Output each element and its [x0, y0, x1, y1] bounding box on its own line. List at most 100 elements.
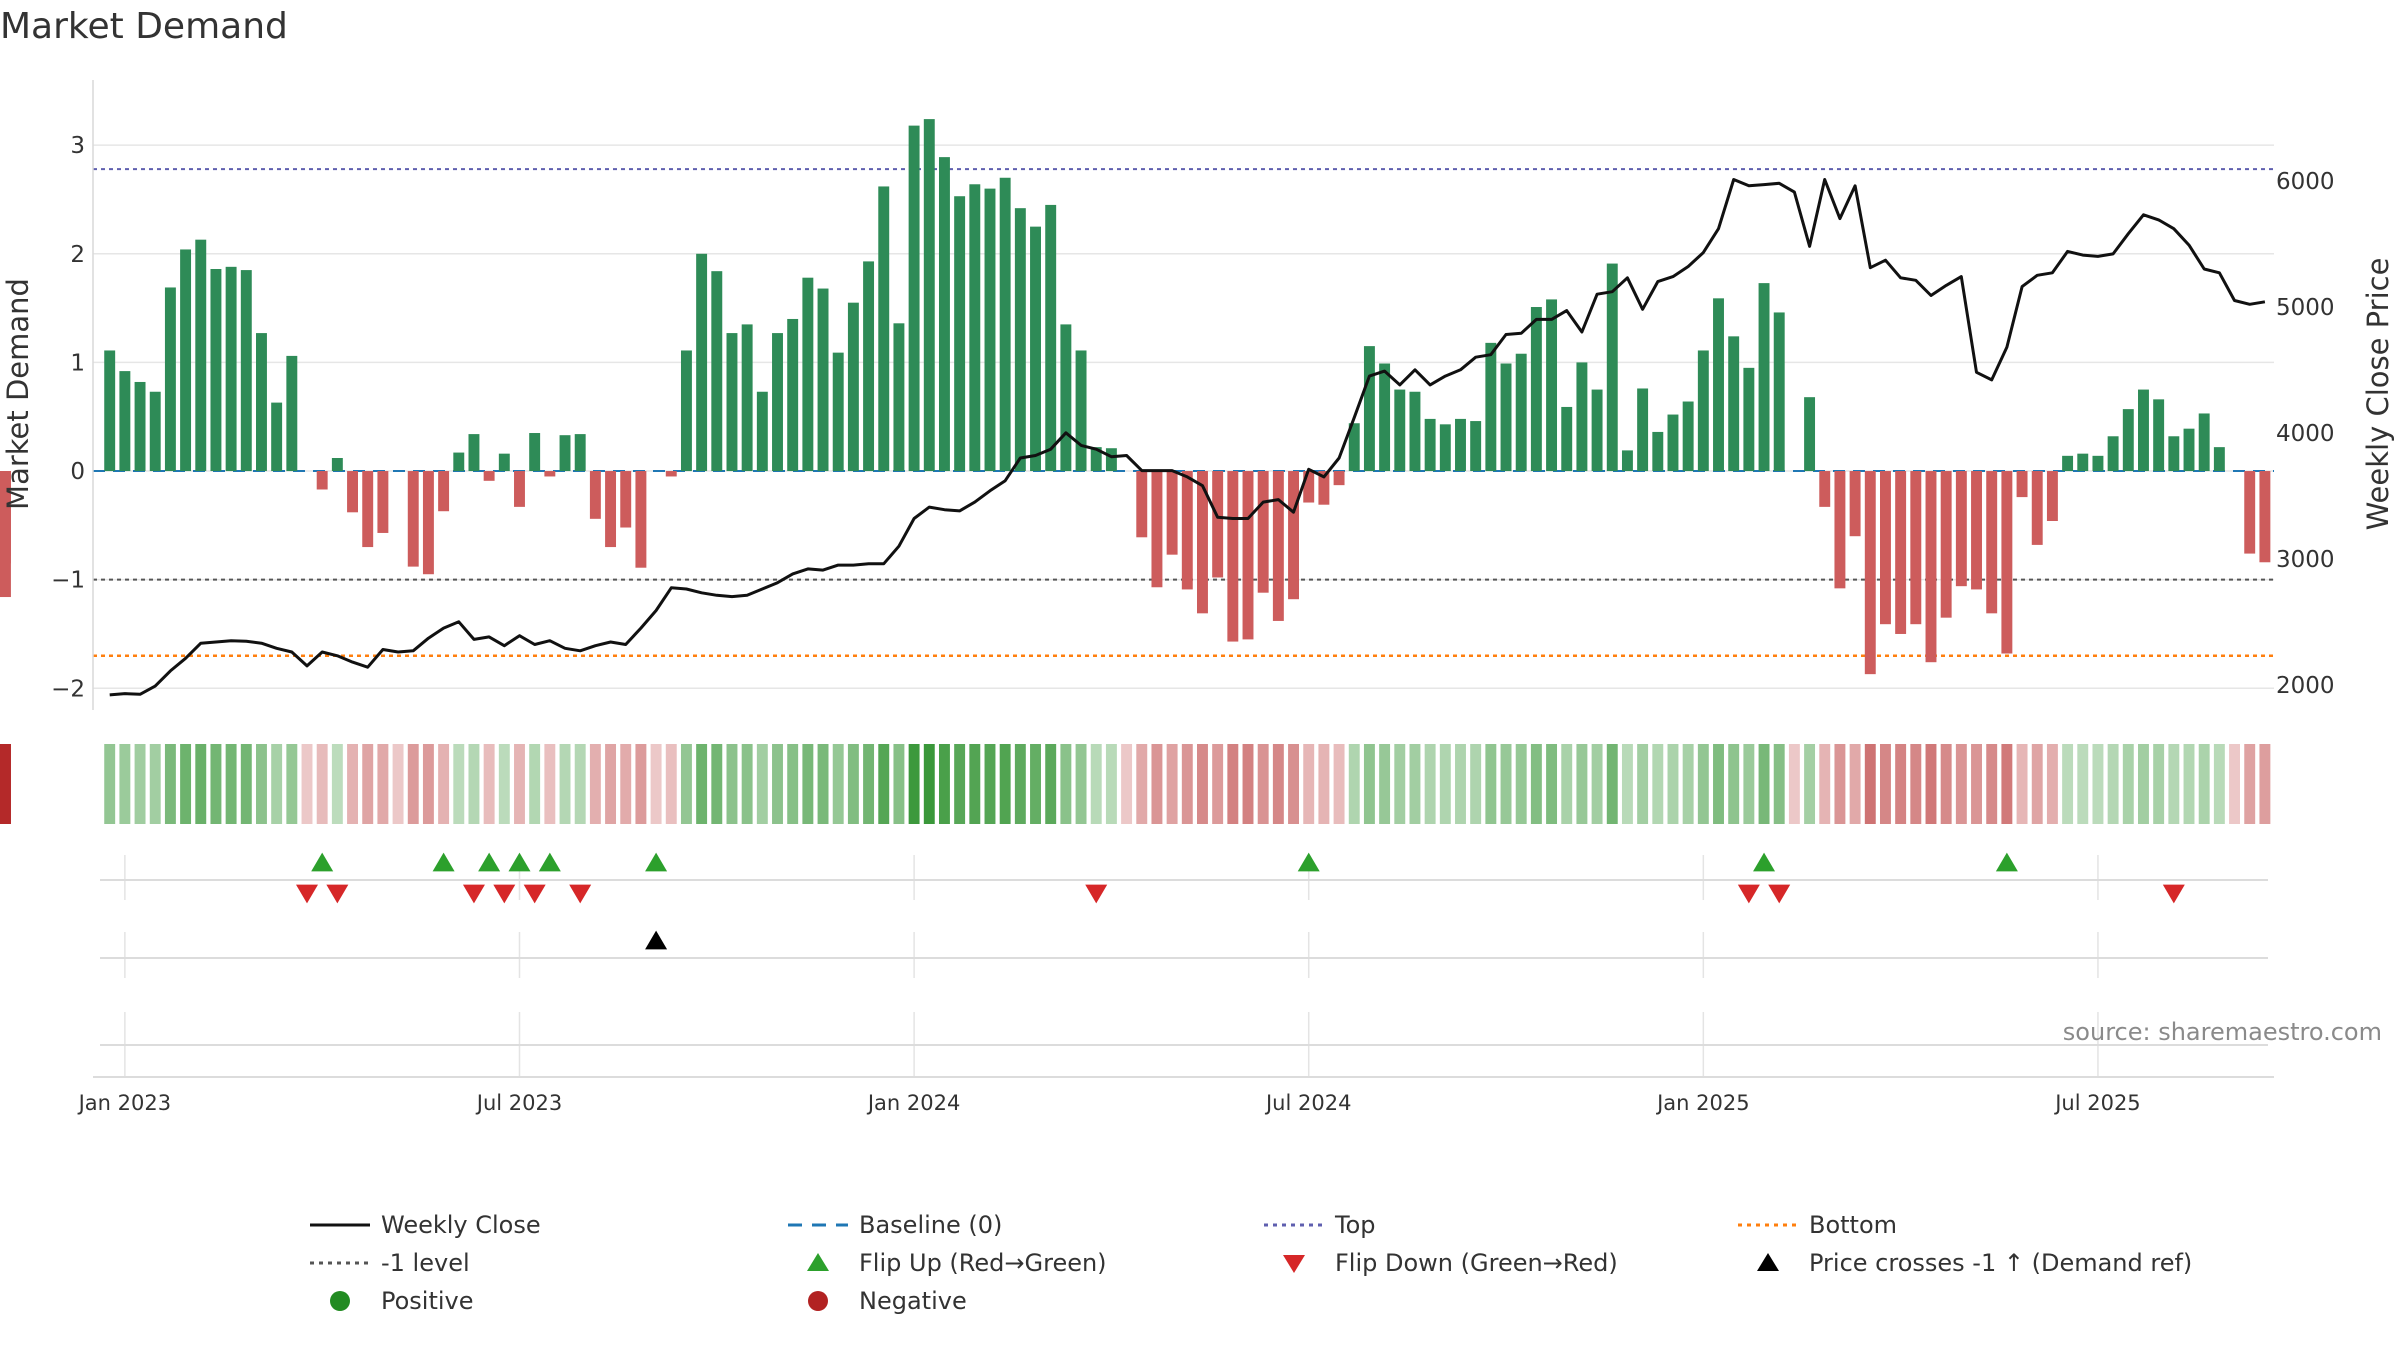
heat-cell — [1515, 744, 1527, 824]
price-series — [109, 178, 2266, 697]
heat-cell — [1151, 744, 1163, 824]
heat-cell — [1834, 744, 1846, 824]
demand-bar — [1197, 471, 1208, 614]
y2-tick-label: 3000 — [2276, 547, 2335, 573]
demand-bar — [468, 434, 480, 472]
heat-cell — [1014, 744, 1026, 824]
demand-bar — [2138, 389, 2149, 472]
heat-cell — [2122, 744, 2134, 824]
heat-cell — [1394, 744, 1406, 824]
heat-cell — [1849, 744, 1861, 824]
demand-bar — [362, 471, 374, 548]
heat-cell — [787, 744, 799, 824]
demand-bar — [574, 434, 586, 472]
demand-bar — [407, 471, 419, 567]
demand-bar — [347, 471, 358, 513]
heat-cell — [635, 744, 647, 824]
x-tick-label: Jan 2024 — [866, 1091, 961, 1115]
heat-cell — [392, 744, 404, 824]
demand-bar — [1136, 471, 1148, 538]
legend-label: Positive — [381, 1287, 474, 1315]
demand-bar — [969, 184, 981, 472]
heat-cell — [1424, 744, 1436, 824]
heat-cell — [1470, 744, 1482, 824]
legend-label: Bottom — [1809, 1211, 1897, 1239]
heat-cell — [1257, 744, 1269, 824]
heat-cell — [2213, 744, 2225, 824]
demand-bar — [1546, 299, 1558, 472]
demand-bar — [195, 239, 207, 472]
heat-cell — [847, 744, 859, 824]
heat-cell — [1318, 744, 1330, 824]
demand-bar — [1910, 471, 1922, 625]
heat-cell — [1288, 744, 1300, 824]
demand-bar — [134, 381, 146, 472]
heat-cell — [741, 744, 753, 824]
heat-cell — [999, 744, 1011, 824]
heat-cell — [2138, 744, 2149, 824]
demand-bar — [1652, 431, 1664, 472]
heat-cell — [240, 744, 252, 824]
heat-cell — [483, 744, 495, 824]
demand-bar — [1318, 471, 1330, 505]
heat-cell — [210, 744, 222, 824]
legend-item-positive: Positive — [330, 1287, 474, 1315]
flip-up-marker — [1297, 852, 1320, 872]
heat-cell — [908, 744, 920, 824]
heat-cell — [756, 744, 768, 824]
demand-bar — [422, 471, 434, 575]
heat-cell — [1591, 744, 1603, 824]
demand-bar — [1530, 307, 1542, 472]
demand-bar — [1849, 471, 1861, 537]
y2-tick-label: 5000 — [2276, 295, 2335, 321]
demand-bar — [772, 333, 783, 472]
demand-bar — [2031, 471, 2043, 545]
demand-bar — [863, 261, 875, 472]
heat-cell — [2077, 744, 2089, 824]
heat-cell — [1652, 744, 1664, 824]
heat-cell — [1743, 744, 1755, 824]
y-tick-label: 3 — [70, 133, 85, 159]
demand-bar — [635, 471, 647, 568]
legend-item-weekly-close: Weekly Close — [310, 1211, 541, 1239]
heat-cell — [164, 744, 176, 824]
demand-bar — [2122, 409, 2134, 472]
heat-cell — [1379, 744, 1391, 824]
legend-label: Negative — [859, 1287, 967, 1315]
demand-bar — [256, 333, 267, 472]
flip-down-marker — [326, 884, 349, 904]
axes: −2 −1 0 1 2 3 2000 3000 4000 5000 6000 Jan 2023 Jul … — [51, 80, 2335, 1115]
demand-bar — [1424, 418, 1436, 472]
flip-up-marker — [311, 852, 334, 872]
demand-bar — [665, 471, 677, 477]
heat-cell — [2198, 744, 2210, 824]
flip-down-marker — [296, 884, 319, 904]
legend-item-negative: Negative — [808, 1287, 967, 1315]
heat-cell — [2229, 744, 2241, 824]
demand-bar — [2046, 471, 2058, 521]
demand-bar — [817, 288, 829, 472]
demand-bar — [1363, 346, 1375, 472]
heat-cell — [665, 744, 677, 824]
legend-label: Baseline (0) — [859, 1211, 1002, 1239]
flip-up-marker — [478, 852, 501, 872]
demand-bar — [1470, 421, 1482, 472]
legend-label: Weekly Close — [381, 1211, 541, 1239]
heat-cell — [225, 744, 237, 824]
heat-cell — [1105, 744, 1117, 824]
demand-bar — [1242, 471, 1254, 640]
demand-bar — [2001, 471, 2013, 654]
demand-bar — [1030, 226, 1041, 472]
legend-item-bottom: Bottom — [1738, 1211, 1897, 1239]
demand-bar — [847, 302, 859, 472]
heat-cell — [878, 744, 890, 824]
flip-down-marker — [1737, 884, 1760, 904]
legend-label: Price crosses -1 ↑ (Demand ref) — [1809, 1249, 2192, 1277]
legend-label: -1 level — [381, 1249, 470, 1277]
demand-bar — [1713, 298, 1724, 472]
demand-bar — [1728, 336, 1740, 472]
heat-cell — [1500, 744, 1512, 824]
heat-cell — [680, 744, 692, 824]
x-tick-label: Jan 2023 — [77, 1091, 172, 1115]
